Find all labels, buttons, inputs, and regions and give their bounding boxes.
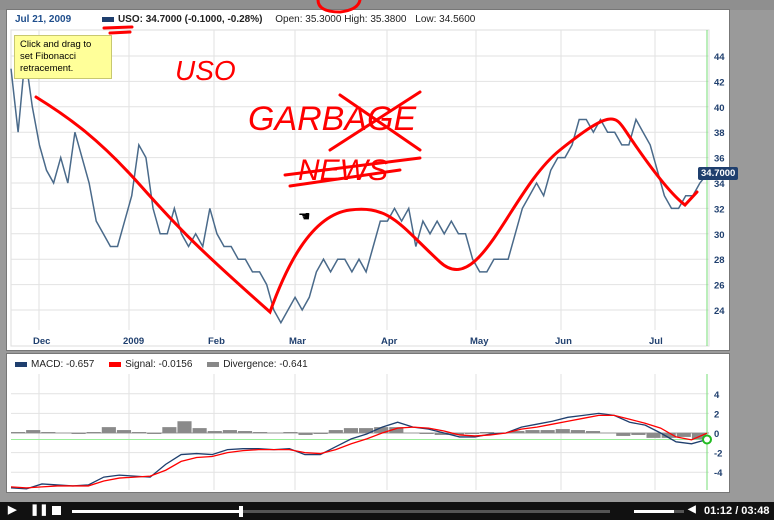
y-tick-label: 26 <box>714 281 725 292</box>
y-tick-label: 2 <box>714 409 719 420</box>
plot-area <box>10 29 710 347</box>
divergence-bar <box>253 432 268 433</box>
time-display: 01:12 / 03:48 <box>704 505 770 517</box>
x-tick-label: Jun <box>555 336 572 347</box>
open-value: Open: 35.3000 <box>275 14 342 25</box>
divergence-bar <box>222 430 237 433</box>
y-tick-label: 30 <box>714 230 725 241</box>
divergence-bar <box>540 430 555 433</box>
divergence-bar <box>570 430 585 433</box>
y-tick-label: 0 <box>714 429 719 440</box>
y-tick-label: -4 <box>714 468 723 479</box>
low-value: Low: 34.5600 <box>415 14 476 25</box>
price-chart[interactable]: Dec 2009 Feb Mar Apr May Jun Jul 24 26 28 30 32 34 36 3… <box>7 10 729 350</box>
x-tick-label: Jul <box>649 336 663 347</box>
y-tick-label: 40 <box>714 103 725 114</box>
divergence-bar <box>328 430 343 433</box>
seek-bar[interactable] <box>72 506 610 517</box>
divergence-bar <box>510 431 525 433</box>
signal-line <box>10 414 708 489</box>
divergence-bar <box>162 427 177 433</box>
divergence-bar <box>525 430 540 433</box>
macd-label: MACD: -0.657 <box>31 359 95 370</box>
signal-swatch <box>109 361 122 367</box>
divergence-swatch <box>207 361 220 367</box>
y-tick-label: 36 <box>714 154 725 165</box>
divergence-bar <box>676 433 691 437</box>
x-tick-label: 2009 <box>123 336 144 347</box>
x-tick-label: Dec <box>33 336 50 347</box>
y-tick-label: 38 <box>714 128 725 139</box>
divergence-bar <box>132 432 147 433</box>
x-tick-label: Mar <box>289 336 306 347</box>
y-tick-label: 28 <box>714 255 725 266</box>
volume-icon[interactable]: ◀ <box>688 504 696 515</box>
macd-line <box>10 412 708 490</box>
divergence-bar <box>298 433 313 435</box>
divergence-bar <box>434 433 449 435</box>
y-tick-label: 42 <box>714 77 725 88</box>
seek-handle[interactable] <box>238 506 243 517</box>
y-tick-label: 44 <box>714 52 725 63</box>
macd-last-marker <box>702 434 712 445</box>
y-tick-label: 34 <box>714 179 725 190</box>
macd-panel[interactable]: MACD: -0.657 Signal: -0.0156 Divergence:… <box>6 353 730 493</box>
divergence-label: Divergence: -0.641 <box>223 359 308 370</box>
divergence-bar <box>661 433 676 438</box>
y-tick-label: 4 <box>714 390 720 401</box>
divergence-bar <box>359 428 374 433</box>
last-price-badge: 34.7000 <box>698 167 739 180</box>
price-legend: Jul 21, 2009 USO: 34.7000 (-0.1000, -0.2… <box>15 14 475 25</box>
divergence-bar <box>207 431 222 433</box>
signal-label: Signal: -0.0156 <box>125 359 193 370</box>
divergence-bar <box>631 433 646 435</box>
y-tick-label: -2 <box>714 449 722 460</box>
price-panel[interactable]: Jul 21, 2009 USO: 34.7000 (-0.1000, -0.2… <box>6 9 730 351</box>
pause-icon[interactable]: ❚❚ <box>30 504 49 516</box>
divergence-bar <box>646 433 661 438</box>
volume-slider[interactable] <box>634 510 684 513</box>
macd-chart[interactable]: -4 -2 0 2 4 <box>7 354 729 492</box>
x-tick-label: May <box>470 336 489 347</box>
play-icon[interactable]: ▶ <box>8 504 17 516</box>
divergence-bar <box>26 430 41 433</box>
divergence-bar <box>11 432 26 433</box>
chart-toolbar <box>0 0 774 10</box>
uso-swatch <box>101 16 114 22</box>
divergence-bar <box>283 432 298 433</box>
divergence-bar <box>555 429 570 433</box>
macd-legend: MACD: -0.657 Signal: -0.0156 Divergence:… <box>15 359 308 370</box>
cursor-date: Jul 21, 2009 <box>15 14 72 25</box>
divergence-bar <box>616 433 631 436</box>
symbol-quote: USO: 34.7000 (-0.1000, -0.28%) <box>117 14 263 25</box>
x-tick-label: Apr <box>381 336 398 347</box>
divergence-bar <box>464 433 480 434</box>
divergence-bar <box>147 433 162 434</box>
video-player-controls: ▶ ❚❚ ◀ 01:12 / 03:48 <box>0 502 774 520</box>
divergence-bar <box>389 427 404 433</box>
divergence-bar <box>343 428 358 433</box>
macd-swatch <box>15 361 27 367</box>
fibonacci-tooltip: Click and drag to set Fibonacci retracem… <box>14 35 112 79</box>
divergence-bar <box>374 427 389 433</box>
divergence-bar <box>116 430 132 433</box>
divergence-bar <box>237 431 253 433</box>
divergence-bar <box>41 432 56 433</box>
x-tick-label: Feb <box>208 336 225 347</box>
stop-icon[interactable] <box>52 506 61 515</box>
y-tick-label: 32 <box>714 204 725 215</box>
hand-cursor-icon: ☚ <box>298 208 311 224</box>
divergence-bar <box>313 433 328 434</box>
price-line <box>10 55 708 325</box>
divergence-bar <box>192 428 207 433</box>
high-value: High: 35.3800 <box>344 14 407 25</box>
divergence-bar <box>177 421 192 433</box>
y-tick-label: 24 <box>714 306 725 317</box>
divergence-bar <box>101 427 116 433</box>
divergence-bar <box>585 431 601 433</box>
divergence-bar <box>480 432 495 433</box>
divergence-bar <box>71 433 86 434</box>
divergence-bar <box>86 432 101 433</box>
divergence-bar <box>419 433 434 434</box>
